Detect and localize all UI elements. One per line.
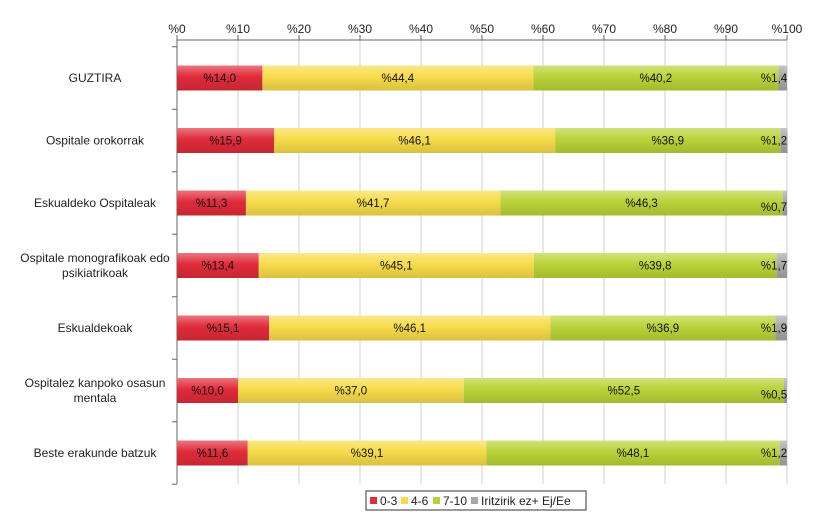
bar-segment-7-10 <box>486 440 780 466</box>
bar-segment-4-6 <box>269 315 551 341</box>
legend-swatch <box>471 497 478 504</box>
category-label: GUZTIRA <box>69 71 122 85</box>
bar-segment-0-3 <box>177 378 238 403</box>
x-tick-label: %70 <box>592 22 616 36</box>
bar-segment-iritzirik-ez-ej-ee <box>779 440 787 466</box>
data-label: %13,4 <box>202 261 235 273</box>
data-label: %1,2 <box>761 136 787 148</box>
data-label: %11,3 <box>196 198 228 210</box>
bar-segment-0-3 <box>177 190 246 216</box>
category-label: Ospitale monografikoak edo psikiatrikoak <box>20 251 170 280</box>
category-label: Eskualdeko Ospitaleak <box>34 196 157 210</box>
legend-label: 4-6 <box>411 494 429 508</box>
legend-swatch <box>401 497 408 504</box>
category-label: Eskualdekoak <box>58 321 134 335</box>
bar-segment-0-3 <box>177 128 274 153</box>
category-label: Beste erakunde batzuk <box>34 446 158 460</box>
bar-segment-0-3 <box>177 440 248 466</box>
data-label: %0,7 <box>761 202 787 214</box>
data-label: %0,5 <box>761 390 787 402</box>
data-label: %11,6 <box>196 448 228 460</box>
x-tick-label: %90 <box>714 22 738 36</box>
category-label: Ospitalez kanpoko osasun mentala <box>25 376 166 405</box>
legend-label: Iritzirik ez+ Ej/Ee <box>481 494 571 508</box>
data-label: %14,0 <box>203 73 236 85</box>
bar-segment-7-10 <box>555 128 781 153</box>
data-label: %37,0 <box>335 386 368 398</box>
bar-segment-0-3 <box>177 253 259 278</box>
data-label: %46,1 <box>398 136 431 148</box>
bar-segment-iritzirik-ez-ej-ee <box>780 128 788 153</box>
bar-segment-4-6 <box>258 253 534 278</box>
x-tick-label: %10 <box>226 22 250 36</box>
data-label: %39,1 <box>351 448 384 460</box>
bar-segment-4-6 <box>245 190 501 216</box>
bar-segment-iritzirik-ez-ej-ee <box>782 190 787 216</box>
legend-label: 7-10 <box>443 494 467 508</box>
bar-segment-iritzirik-ez-ej-ee <box>776 253 787 278</box>
data-label: %39,8 <box>639 261 672 273</box>
x-tick-label: %30 <box>348 22 372 36</box>
bars: %14,0 %44,4 %40,2 %1,4 %15,9 %46,1 %36,9 %1,2 %1… <box>177 65 788 466</box>
data-label: %46,1 <box>393 323 426 335</box>
x-tick-label: %100 <box>772 22 803 36</box>
legend-swatch <box>433 497 440 504</box>
x-axis-ticks: %0 %10 %20 %30 %40 %50 %60 %70 %80 %90 %100 <box>168 22 803 41</box>
bar-segment-7-10 <box>500 190 783 216</box>
data-label: %44,4 <box>382 73 415 85</box>
data-label: %1,9 <box>761 323 787 335</box>
x-tick-label: %0 <box>168 22 186 36</box>
legend: 0-3 4-6 7-10 Iritzirik ez+ Ej/Ee <box>365 490 587 511</box>
bar-segment-7-10 <box>550 315 776 341</box>
x-tick-label: %20 <box>287 22 311 36</box>
bar-segment-0-3 <box>177 315 270 341</box>
x-tick-label: %50 <box>470 22 494 36</box>
bar-segment-4-6 <box>238 378 464 403</box>
bar-segment-4-6 <box>247 440 487 466</box>
data-label: %1,7 <box>761 261 787 273</box>
data-label: %36,9 <box>651 136 684 148</box>
legend-label: 0-3 <box>380 494 398 508</box>
data-label: %45,1 <box>380 261 413 273</box>
data-label: %36,9 <box>647 323 680 335</box>
data-label: %40,2 <box>640 73 673 85</box>
category-label: Ospitale orokorrak <box>46 134 145 148</box>
data-label: %1,4 <box>761 73 788 85</box>
bar-segment-7-10 <box>463 378 784 403</box>
bar-segment-4-6 <box>262 65 534 91</box>
data-label: %1,2 <box>761 448 787 460</box>
x-tick-label: %60 <box>531 22 555 36</box>
data-label: %15,9 <box>209 136 242 148</box>
data-label: %46,3 <box>625 198 658 210</box>
legend-swatch <box>370 497 377 504</box>
data-label: %15,1 <box>207 323 240 335</box>
category-labels: GUZTIRA Ospitale orokorrak Eskualdeko Ospi… <box>20 46 177 485</box>
bar-segment-iritzirik-ez-ej-ee <box>775 315 787 341</box>
bar-segment-7-10 <box>533 65 779 91</box>
bar-segment-iritzirik-ez-ej-ee <box>778 65 787 91</box>
bar-segment-iritzirik-ez-ej-ee <box>783 378 787 403</box>
data-label: %41,7 <box>357 198 390 210</box>
bar-segment-4-6 <box>273 128 556 153</box>
bar-segment-7-10 <box>533 253 777 278</box>
data-label: %48,1 <box>617 448 650 460</box>
bar-segment-0-3 <box>177 65 263 91</box>
x-tick-label: %40 <box>409 22 433 36</box>
x-tick-label: %80 <box>653 22 677 36</box>
data-label: %10,0 <box>191 386 224 398</box>
data-label: %52,5 <box>608 386 641 398</box>
